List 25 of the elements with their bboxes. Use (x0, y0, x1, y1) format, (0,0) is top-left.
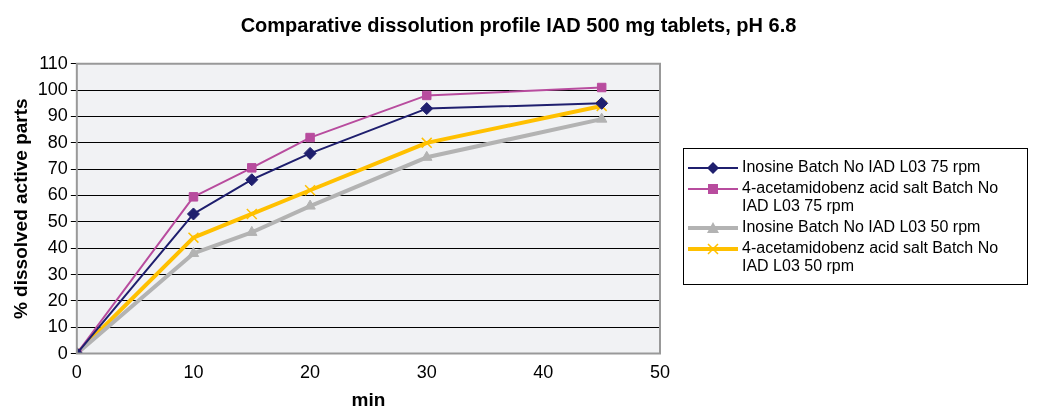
y-tick-label: 20 (47, 289, 68, 310)
legend-label: Inosine Batch No IAD L03 75 rpm (742, 158, 981, 176)
y-tick-label: 90 (47, 105, 68, 126)
y-tick-label: 0 (57, 342, 68, 363)
x-tick-label: 20 (300, 362, 321, 383)
y-tick-label: 30 (47, 263, 68, 284)
x-tick-label: 40 (533, 362, 554, 383)
y-tick-label: 60 (47, 184, 68, 205)
x-axis-title: min (351, 388, 386, 410)
y-tick-label: 10 (47, 316, 68, 337)
x-tick-label: 50 (649, 362, 671, 383)
y-tick-label: 110 (39, 52, 68, 73)
x-tick-label: 10 (183, 362, 204, 383)
y-tick-label: 100 (37, 79, 68, 100)
y-tick-label: 80 (47, 131, 68, 152)
legend-label: 4-acetamidobenz acid salt Batch No IAD L03 50 rpm (742, 239, 1000, 275)
chart-title: Comparative dissolution profile IAD 500 mg tablets, pH 6.8 (239, 14, 798, 37)
x-tick-label: 30 (416, 362, 437, 383)
x-tick-label: 0 (71, 362, 82, 383)
legend-label: 4-acetamidobenz acid salt Batch No IAD L03 75 rpm (742, 179, 1000, 215)
legend-label: Inosine Batch No IAD L03 50 rpm (742, 218, 981, 236)
y-tick-label: 50 (47, 210, 68, 231)
y-axis-title: % dissolved active parts (9, 98, 31, 320)
y-tick-label: 40 (47, 237, 68, 258)
y-tick-label: 70 (47, 158, 68, 179)
